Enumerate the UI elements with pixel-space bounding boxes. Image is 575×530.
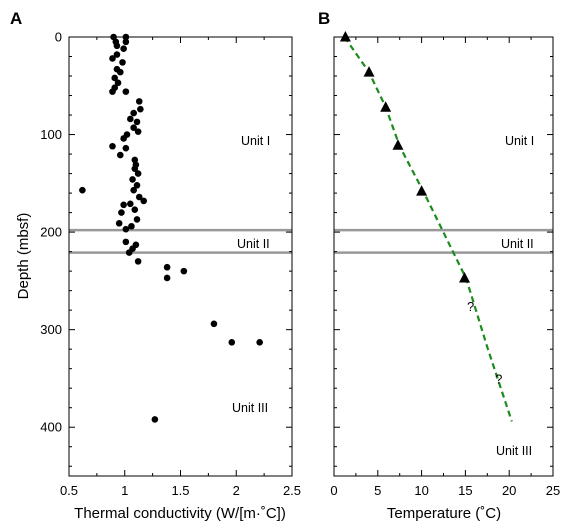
a-x-tick-label: 1.5 [171, 483, 189, 498]
a-y-axis-title: Depth (mbsf) [15, 213, 32, 300]
y-tick-label: 100 [40, 127, 62, 142]
a-conductivity-point [109, 88, 116, 95]
a-conductivity-point [122, 238, 130, 246]
b-data-points [339, 31, 471, 283]
a-unit-iii-label: Unit III [232, 401, 268, 415]
b-temperature-point [392, 139, 404, 150]
b-temperature-point [363, 66, 375, 77]
b-temperature-point [339, 31, 351, 42]
b-unit-boundaries [334, 228, 553, 254]
a-conductivity-point [127, 200, 134, 208]
a-conductivity-point [79, 186, 86, 194]
a-conductivity-point [130, 186, 137, 194]
a-conductivity-point [109, 142, 116, 150]
b-question-mark: ? [467, 299, 474, 314]
a-conductivity-point [228, 339, 236, 346]
a-conductivity-point [151, 416, 159, 423]
a-conductivity-point [111, 74, 119, 82]
a-conductivity-point [120, 45, 127, 53]
a-conductivity-point [140, 197, 148, 205]
y-tick-label: 0 [55, 30, 62, 45]
a-conductivity-point [130, 124, 137, 132]
b-axis-ticks: 0 5 10 15 20 25 [330, 36, 560, 498]
a-conductivity-point [113, 51, 121, 58]
a-axis-ticks: 0.5 1 1.5 2 2.5 0 100 200 300 400 [40, 30, 301, 499]
b-x-tick-label: 20 [502, 483, 516, 498]
b-temperature-point [416, 185, 428, 196]
a-conductivity-point [133, 216, 141, 223]
a-conductivity-point [210, 320, 218, 328]
a-conductivity-point [116, 151, 124, 159]
panel-b: 0 5 10 15 20 25 ?? B Temperature (˚C) Unit I … [318, 9, 560, 522]
a-conductivity-point [135, 98, 143, 105]
a-conductivity-point [163, 263, 171, 271]
y-tick-label: 300 [40, 322, 62, 337]
a-conductivity-point [116, 68, 124, 76]
a-conductivity-point [120, 135, 127, 142]
b-x-tick-label: 25 [546, 483, 560, 498]
y-tick-label: 200 [40, 225, 62, 240]
b-temperature-trend-line [343, 36, 513, 422]
b-plot-frame [333, 36, 554, 477]
a-conductivity-point [180, 267, 188, 275]
a-conductivity-point [122, 38, 130, 46]
b-unit-iii-label: Unit III [496, 444, 532, 458]
a-conductivity-point [131, 165, 139, 172]
a-unit-i-label: Unit I [241, 134, 270, 148]
a-conductivity-point [134, 258, 142, 265]
b-panel-letter: B [318, 9, 330, 28]
a-conductivity-point [122, 88, 130, 95]
b-x-tick-label: 5 [374, 483, 381, 498]
a-conductivity-point [163, 274, 171, 282]
a-conductivity-point [135, 193, 143, 201]
a-conductivity-point [127, 115, 134, 123]
a-conductivity-point [131, 206, 139, 213]
a-x-tick-label: 2 [233, 483, 240, 498]
b-question-mark: ? [495, 371, 502, 386]
a-conductivity-point [134, 128, 142, 135]
a-unit-ii-label: Unit II [237, 237, 270, 251]
a-conductivity-point [119, 59, 126, 66]
b-unit-i-label: Unit I [505, 134, 534, 148]
a-conductivity-point [130, 109, 137, 117]
a-conductivity-point [122, 225, 130, 233]
a-conductivity-point [129, 176, 136, 183]
a-x-tick-label: 2.5 [283, 483, 301, 498]
a-conductivity-point [113, 42, 121, 50]
a-data-points [79, 33, 263, 423]
a-conductivity-point [137, 105, 144, 113]
b-x-tick-label: 10 [414, 483, 428, 498]
a-panel-letter: A [10, 9, 22, 28]
b-x-tick-label: 0 [330, 483, 337, 498]
a-conductivity-point [122, 33, 130, 41]
a-conductivity-point [120, 201, 127, 209]
a-x-tick-label: 1 [121, 483, 128, 498]
b-temperature-point [380, 101, 392, 112]
a-conductivity-point [133, 181, 141, 189]
a-conductivity-point [256, 339, 263, 346]
a-x-axis-title: Thermal conductivity (W/[m·˚C]) [74, 505, 286, 522]
a-unit-boundaries [69, 228, 292, 254]
b-question-marks: ?? [467, 299, 502, 386]
a-conductivity-point [122, 144, 130, 152]
y-tick-label: 400 [40, 420, 62, 435]
b-x-axis-title: Temperature (˚C) [387, 505, 501, 522]
a-x-tick-label: 0.5 [60, 483, 78, 498]
a-conductivity-point [115, 220, 123, 227]
a-conductivity-point [128, 222, 135, 230]
a-conductivity-point [109, 55, 116, 62]
b-unit-ii-label: Unit II [501, 237, 534, 251]
a-conductivity-point [133, 118, 141, 126]
a-conductivity-point [114, 79, 122, 87]
b-x-tick-label: 15 [458, 483, 472, 498]
a-conductivity-point [118, 209, 125, 216]
a-conductivity-point [125, 249, 133, 256]
b-temperature-point [459, 271, 471, 283]
a-conductivity-point [134, 170, 142, 177]
